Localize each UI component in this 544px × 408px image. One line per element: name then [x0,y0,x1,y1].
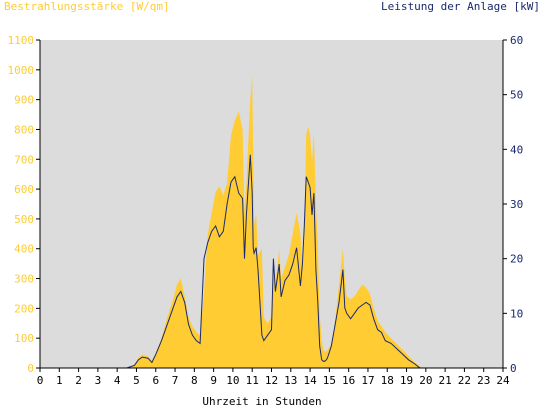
left-tick-label: 400 [14,243,34,256]
left-tick-label: 500 [14,213,34,226]
x-tick-label: 15 [323,374,336,387]
right-tick-label: 10 [510,307,523,320]
right-axis-title: Leistung der Anlage [kW] [381,0,540,13]
x-tick-label: 14 [303,374,317,387]
x-tick-label: 1 [56,374,63,387]
left-tick-label: 800 [14,123,34,136]
right-tick-label: 30 [510,198,523,211]
x-tick-label: 6 [152,374,159,387]
x-tick-label: 23 [477,374,490,387]
x-tick-label: 19 [400,374,413,387]
x-tick-label: 2 [75,374,82,387]
left-tick-label: 0 [27,362,34,375]
x-tick-label: 11 [246,374,259,387]
right-axis-ticks: 0 10 20 30 40 50 60 [503,34,523,375]
x-tick-label: 20 [419,374,432,387]
x-tick-label: 5 [133,374,140,387]
x-tick-label: 9 [210,374,217,387]
x-tick-label: 16 [342,374,355,387]
power-line [40,154,503,369]
x-tick-label: 17 [361,374,374,387]
x-tick-label: 22 [458,374,471,387]
left-tick-label: 300 [14,273,34,286]
x-tick-label: 21 [439,374,452,387]
left-tick-label: 200 [14,302,34,315]
x-tick-label: 12 [265,374,278,387]
left-tick-label: 1000 [8,64,35,77]
right-tick-label: 20 [510,253,523,266]
right-tick-label: 50 [510,89,523,102]
x-tick-label: 0 [37,374,44,387]
left-axis-ticks: 0 100 200 300 400 500 600 700 800 900 1000 1100 [8,34,40,375]
x-tick-label: 18 [381,374,394,387]
left-tick-label: 100 [14,332,34,345]
x-tick-label: 13 [284,374,297,387]
left-tick-label: 1100 [8,34,35,47]
x-tick-label: 24 [496,374,510,387]
x-tick-label: 10 [226,374,239,387]
x-tick-label: 7 [172,374,179,387]
x-axis-label: Uhrzeit in Stunden [202,395,321,408]
right-tick-label: 60 [510,34,523,47]
left-tick-label: 900 [14,94,34,107]
left-tick-label: 600 [14,183,34,196]
right-tick-label: 0 [510,362,517,375]
x-tick-label: 8 [191,374,198,387]
x-axis-ticks: 0 1 2 3 4 5 6 7 8 9 10 11 12 13 14 15 16 17 18 19 20 21 22 23 24 [37,368,510,387]
x-tick-label: 4 [114,374,121,387]
x-tick-label: 3 [95,374,102,387]
left-axis-title: Bestrahlungsstärke [W/qm] [4,0,170,13]
right-tick-label: 40 [510,143,523,156]
left-tick-label: 700 [14,153,34,166]
